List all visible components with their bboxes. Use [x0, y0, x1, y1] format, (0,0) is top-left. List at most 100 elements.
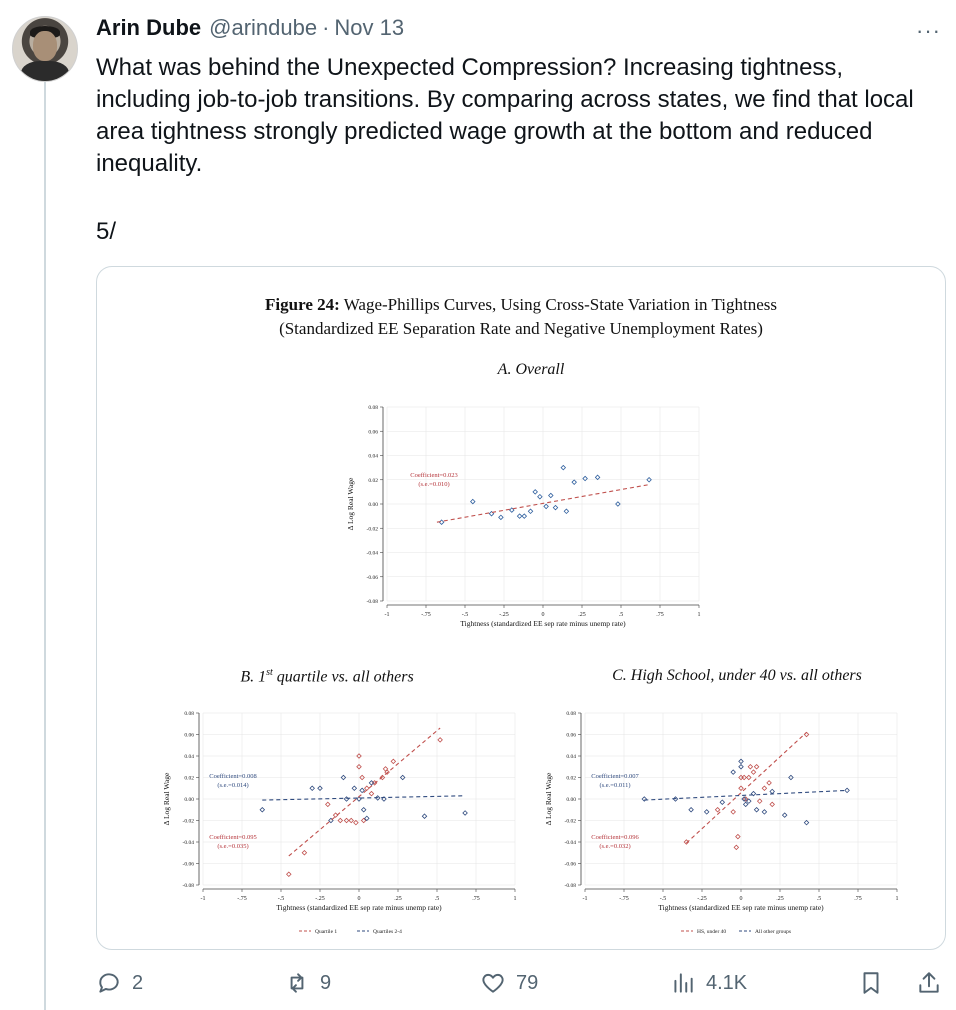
data-point [563, 508, 570, 515]
coefficient-annotation: Coefficient=0.007 [591, 773, 639, 780]
x-tick-label: .25 [394, 896, 402, 902]
more-options-icon[interactable]: ··· [916, 18, 941, 43]
y-axis-label: Δ Log Real Wage [544, 772, 553, 825]
coefficient-annotation: (s.e.=0.011) [599, 782, 630, 789]
data-point [594, 474, 601, 481]
avatar[interactable] [12, 16, 78, 82]
data-point [348, 817, 354, 824]
data-point [703, 809, 710, 815]
data-point [769, 788, 775, 795]
y-axis-label: Δ Log Real Wage [162, 772, 171, 825]
tweet-text: What was behind the Unexpected Compressi… [96, 52, 936, 248]
data-point [769, 801, 775, 808]
x-tick-label: -1 [583, 896, 588, 902]
data-point [381, 796, 387, 802]
views-button[interactable]: 4.1K [670, 970, 747, 996]
y-tick-label: -0.06 [565, 862, 577, 868]
reply-icon [99, 973, 119, 993]
x-tick-label: -.75 [237, 896, 247, 902]
author-name[interactable]: Arin Dube [96, 15, 202, 40]
x-tick-label: -.5 [462, 612, 469, 618]
data-point [543, 503, 549, 510]
data-point [340, 774, 347, 781]
data-point [359, 787, 365, 794]
y-tick-label: -0.02 [565, 819, 577, 825]
data-point [356, 753, 362, 759]
like-button[interactable]: 79 [480, 970, 538, 996]
x-tick-label: .5 [435, 896, 440, 902]
data-point [359, 774, 365, 781]
x-tick-label: -.25 [499, 612, 509, 618]
data-point [488, 510, 495, 517]
tweet-date[interactable]: Nov 13 [334, 15, 405, 40]
like-count: 79 [516, 971, 539, 994]
repost-button[interactable]: 9 [284, 970, 331, 996]
reply-button[interactable]: 2 [96, 970, 143, 996]
x-tick-label: 1 [698, 612, 701, 618]
x-tick-label: -.5 [660, 896, 667, 902]
x-tick-label: 1 [514, 896, 517, 902]
chart-panel-a: -1 -.75 -.5 -.25 0 .25 .5 .75 1 -0.08 -0.06 -0.04 -0… [347, 405, 701, 628]
y-tick-label: -0.08 [183, 883, 195, 889]
data-point [368, 780, 375, 786]
data-point [301, 849, 308, 856]
y-tick-label: 0.06 [368, 429, 378, 435]
data-point [719, 799, 726, 805]
view-count: 4.1K [706, 971, 748, 994]
tweet-paragraph-2: 5/ [96, 218, 117, 245]
y-tick-label: -0.08 [367, 599, 379, 605]
heart-icon [482, 973, 504, 993]
y-tick-label: -0.02 [183, 819, 195, 825]
data-point [532, 489, 538, 495]
bookmark-button[interactable] [858, 970, 884, 996]
data-point [761, 785, 768, 792]
data-point [560, 464, 567, 471]
x-tick-label: -1 [201, 896, 206, 902]
tweet-header: Arin Dube @arindube · Nov 13 [96, 14, 404, 42]
y-tick-label: 0.00 [566, 797, 576, 803]
y-tick-label: -0.04 [565, 840, 577, 846]
panel-b-title: B. 1st quartile vs. all others [240, 667, 414, 686]
x-tick-label: .5 [619, 612, 624, 618]
x-axis-label: Tightness (standardized EE sep rate minu… [658, 903, 824, 912]
x-tick-label: -1 [385, 612, 390, 618]
data-point [761, 809, 768, 815]
separator-dot: · [322, 15, 330, 40]
data-point [747, 763, 754, 770]
views-icon [674, 973, 693, 993]
data-point [646, 476, 652, 483]
data-point [351, 785, 358, 792]
coefficient-annotation: (s.e.=0.032) [599, 843, 630, 850]
figure-label: Figure 24: [265, 295, 340, 314]
data-point [742, 796, 749, 802]
data-point [379, 774, 386, 781]
fit-line [686, 731, 807, 844]
data-point [750, 769, 757, 775]
x-tick-label: -.5 [278, 896, 285, 902]
author-handle[interactable]: @arindube [209, 15, 318, 40]
y-tick-label: 0.06 [184, 733, 194, 739]
y-tick-label: 0.08 [368, 405, 378, 411]
data-point [735, 833, 741, 840]
data-point [733, 844, 740, 851]
y-tick-label: 0.04 [566, 754, 576, 760]
chart-panel-c: -1 -.75 -.5 -.25 0 .25 .5 .75 1 -0.08 -0.06 -0.04 -0… [544, 711, 899, 935]
tweet-media-image[interactable]: Figure 24: Wage-Phillips Curves, Using C… [96, 266, 946, 950]
data-point [509, 507, 515, 513]
fit-line [644, 789, 848, 801]
data-point [714, 806, 721, 813]
chart-panel-b: -1 -.75 -.5 -.25 0 .25 .5 .75 1 -0.08 -0.06 -0.04 -0… [162, 711, 517, 935]
data-point [741, 796, 747, 802]
share-icon [919, 972, 939, 993]
data-point [332, 812, 339, 818]
data-point [582, 475, 588, 482]
data-point [615, 501, 621, 507]
thread-line [44, 80, 46, 1010]
tweet-paragraph-1: What was behind the Unexpected Compressi… [96, 54, 914, 177]
x-tick-label: .25 [578, 612, 586, 618]
legend-item: All other groups [755, 929, 791, 935]
x-tick-label: -.75 [421, 612, 431, 618]
data-point [641, 796, 648, 802]
share-button[interactable] [916, 970, 942, 996]
data-point [343, 817, 350, 824]
